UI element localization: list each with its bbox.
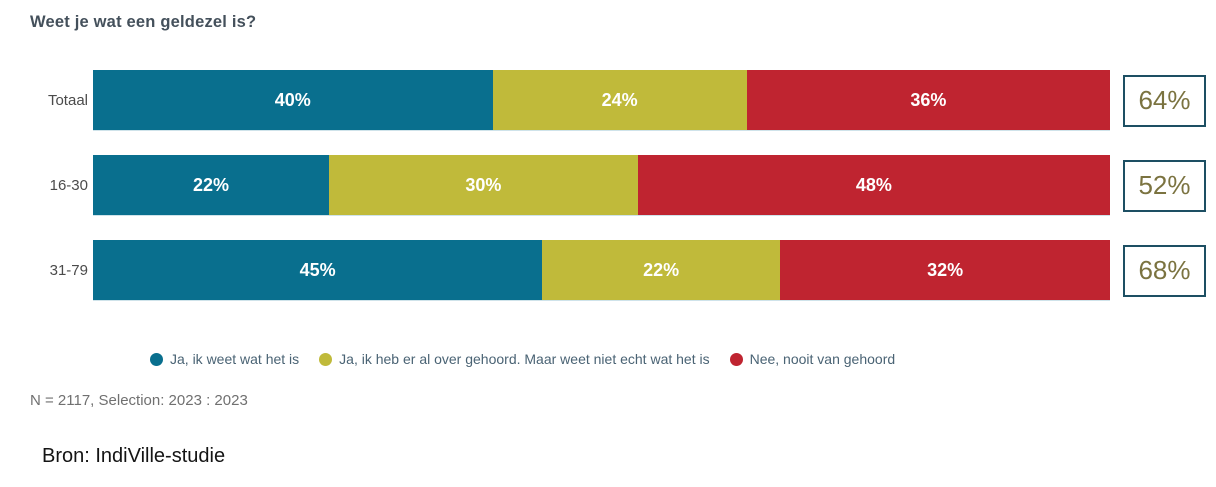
bar-segment-gehoord: 24% xyxy=(492,70,747,130)
legend-dot-yellow-icon xyxy=(319,352,333,366)
stacked-bar: 40% 24% 36% xyxy=(93,70,1110,131)
stacked-bar-chart: Totaal 40% 24% 36% 64% 16-30 22% 30% 48%… xyxy=(30,70,1206,325)
source-attribution: Bron: IndiVille-studie xyxy=(42,445,226,467)
chart-title: Weet je wat een geldezel is? xyxy=(30,13,257,31)
total-box: 52% xyxy=(1123,159,1206,212)
stacked-bar: 22% 30% 48% xyxy=(93,155,1110,216)
bar-segment-nee: 32% xyxy=(780,240,1110,300)
bar-segment-gehoord: 30% xyxy=(328,155,638,215)
legend-item-nee: Nee, nooit van gehoord xyxy=(729,351,896,367)
bar-row-16-30: 16-30 22% 30% 48% 52% xyxy=(30,155,1206,216)
sample-size-footnote: N = 2117, Selection: 2023 : 2023 xyxy=(30,392,248,409)
bar-segment-nee: 48% xyxy=(637,155,1110,215)
bar-row-31-79: 31-79 45% 22% 32% 68% xyxy=(30,240,1206,301)
legend-item-gehoord: Ja, ik heb er al over gehoord. Maar weet… xyxy=(319,351,710,367)
legend-dot-teal-icon xyxy=(150,352,163,366)
total-box: 68% xyxy=(1123,244,1206,297)
category-label: 31-79 xyxy=(49,262,88,279)
bar-segment-ja-weet: 45% xyxy=(93,240,543,300)
stacked-bar: 45% 22% 32% xyxy=(93,240,1110,301)
bar-segment-gehoord: 22% xyxy=(542,240,781,300)
category-label: 16-30 xyxy=(49,177,88,194)
total-box: 64% xyxy=(1123,74,1206,127)
legend-label: Nee, nooit van gehoord xyxy=(749,351,896,367)
category-label: Totaal xyxy=(47,92,88,109)
legend-item-ja-weet: Ja, ik weet wat het is xyxy=(150,351,299,367)
bar-row-totaal: Totaal 40% 24% 36% 64% xyxy=(30,70,1206,131)
legend-label: Ja, ik weet wat het is xyxy=(170,351,300,367)
bar-segment-ja-weet: 40% xyxy=(93,70,493,130)
legend-dot-red-icon xyxy=(729,352,743,366)
chart-legend: Ja, ik weet wat het is Ja, ik heb er al … xyxy=(150,351,895,367)
legend-label: Ja, ik heb er al over gehoord. Maar weet… xyxy=(339,351,710,367)
bar-segment-nee: 36% xyxy=(746,70,1110,130)
bar-segment-ja-weet: 22% xyxy=(93,155,329,215)
